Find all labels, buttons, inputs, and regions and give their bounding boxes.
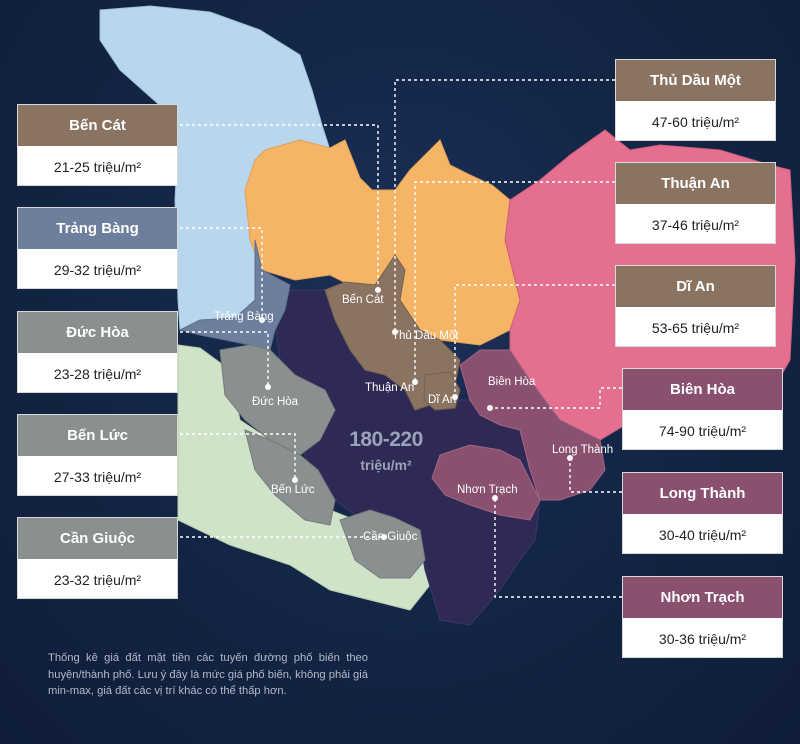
region-di-an <box>423 371 461 411</box>
card-title: Bến Cát <box>18 105 177 146</box>
leader-nhon-trach <box>494 500 622 598</box>
card-price: 23-32 triệu/m² <box>53 571 142 588</box>
leader-dot-thu-dau-mot <box>392 329 398 335</box>
map-label-bien-hoa: Biên Hòa <box>488 376 536 388</box>
price-card-can-giuoc: Cần Giuộc 23-32 triệu/m² <box>17 517 178 599</box>
price-card-di-an: Dĩ An 53-65 triệu/m² <box>615 265 776 347</box>
leader-lines <box>180 79 622 598</box>
map-label-nhon-trach: Nhơn Trạch <box>457 484 518 496</box>
leader-dots <box>259 287 573 540</box>
card-title: Long Thành <box>623 473 782 514</box>
leader-thu-dau-moi <box>394 79 615 330</box>
card-price: 30-40 triệu/m² <box>658 526 747 543</box>
leader-thuan-an <box>414 181 615 380</box>
card-title: Đức Hòa <box>18 312 177 353</box>
leader-dot-di-an <box>452 394 458 400</box>
card-title: Dĩ An <box>616 266 775 307</box>
leader-dot-duc-hoa <box>265 384 271 390</box>
leader-dot-can-giuoc <box>381 534 387 540</box>
region-nhon-trach <box>431 444 541 521</box>
map-label-can-giuoc: Cần Giuộc <box>363 531 418 543</box>
price-card-nhon-trach: Nhơn Trạch 30-36 triệu/m² <box>622 576 783 658</box>
card-title: Bến Lức <box>18 415 177 456</box>
card-price: 53-65 triệu/m² <box>651 319 740 336</box>
price-card-ben-cat: Bến Cát 21-25 triệu/m² <box>17 104 178 186</box>
leader-dot-long-thanh <box>567 455 573 461</box>
card-title: Trảng Bàng <box>18 208 177 249</box>
card-title: Thuận An <box>616 163 775 204</box>
leader-ben-cat <box>180 124 379 288</box>
price-card-trang-bang: Trảng Bàng 29-32 triệu/m² <box>17 207 178 289</box>
map-label-thu-dau-mot: Thủ Dầu Một <box>392 330 459 342</box>
leader-dot-nhon-trach <box>492 495 498 501</box>
map-label-di-an: Dĩ An <box>428 394 457 406</box>
region-east-purple <box>459 349 606 501</box>
price-card-long-thanh: Long Thành 30-40 triệu/m² <box>622 472 783 554</box>
region-duc-hoa <box>219 344 336 456</box>
card-price: 21-25 triệu/m² <box>53 158 142 175</box>
card-title: Thủ Dầu Một <box>616 60 775 101</box>
leader-bien-hoa <box>492 387 622 409</box>
card-price: 30-36 triệu/m² <box>658 630 747 647</box>
price-card-ben-luc: Bến Lức 27-33 triệu/m² <box>17 414 178 496</box>
card-price: 74-90 triệu/m² <box>658 422 747 439</box>
card-title: Biên Hòa <box>623 369 782 410</box>
card-price: 23-28 triệu/m² <box>53 365 142 382</box>
price-card-thuan-an: Thuận An 37-46 triệu/m² <box>615 162 776 244</box>
card-title: Nhơn Trạch <box>623 577 782 618</box>
map-label-ben-cat: Bến Cát <box>342 294 384 306</box>
price-card-duc-hoa: Đức Hòa 23-28 triệu/m² <box>17 311 178 393</box>
leader-dot-thuan-an <box>412 379 418 385</box>
card-title: Cần Giuộc <box>18 518 177 559</box>
footnote: Thống kê giá đất mặt tiền các tuyến đườn… <box>48 652 368 697</box>
region-ben-luc <box>244 429 336 526</box>
leader-long-thanh <box>569 460 622 493</box>
leader-dot-bien-hoa <box>487 405 493 411</box>
region-can-giuoc <box>339 509 426 579</box>
leader-dot-trang-bang <box>259 317 265 323</box>
leader-dot-ben-cat <box>375 287 381 293</box>
card-price: 47-60 triệu/m² <box>651 113 740 130</box>
map-label-long-thanh: Long Thành <box>552 444 614 456</box>
map-label-duc-hoa: Đức Hòa <box>252 396 299 408</box>
map-label-thuan-an: Thuận An <box>365 382 415 394</box>
center-price: 180-220 <box>349 428 423 451</box>
card-price: 29-32 triệu/m² <box>53 261 142 278</box>
price-card-thu-dau-mot: Thủ Dầu Một 47-60 triệu/m² <box>615 59 776 141</box>
map-label-trang-bang: Trảng Bàng <box>214 311 274 323</box>
card-price: 37-46 triệu/m² <box>651 216 740 233</box>
price-card-bien-hoa: Biên Hòa 74-90 triệu/m² <box>622 368 783 450</box>
leader-dot-ben-luc <box>292 477 298 483</box>
card-price: 27-33 triệu/m² <box>53 468 142 485</box>
map-label-ben-luc: Bến Lức <box>271 484 315 496</box>
center-price-unit: triệu/m² <box>360 457 412 473</box>
leader-ben-luc <box>180 433 296 478</box>
